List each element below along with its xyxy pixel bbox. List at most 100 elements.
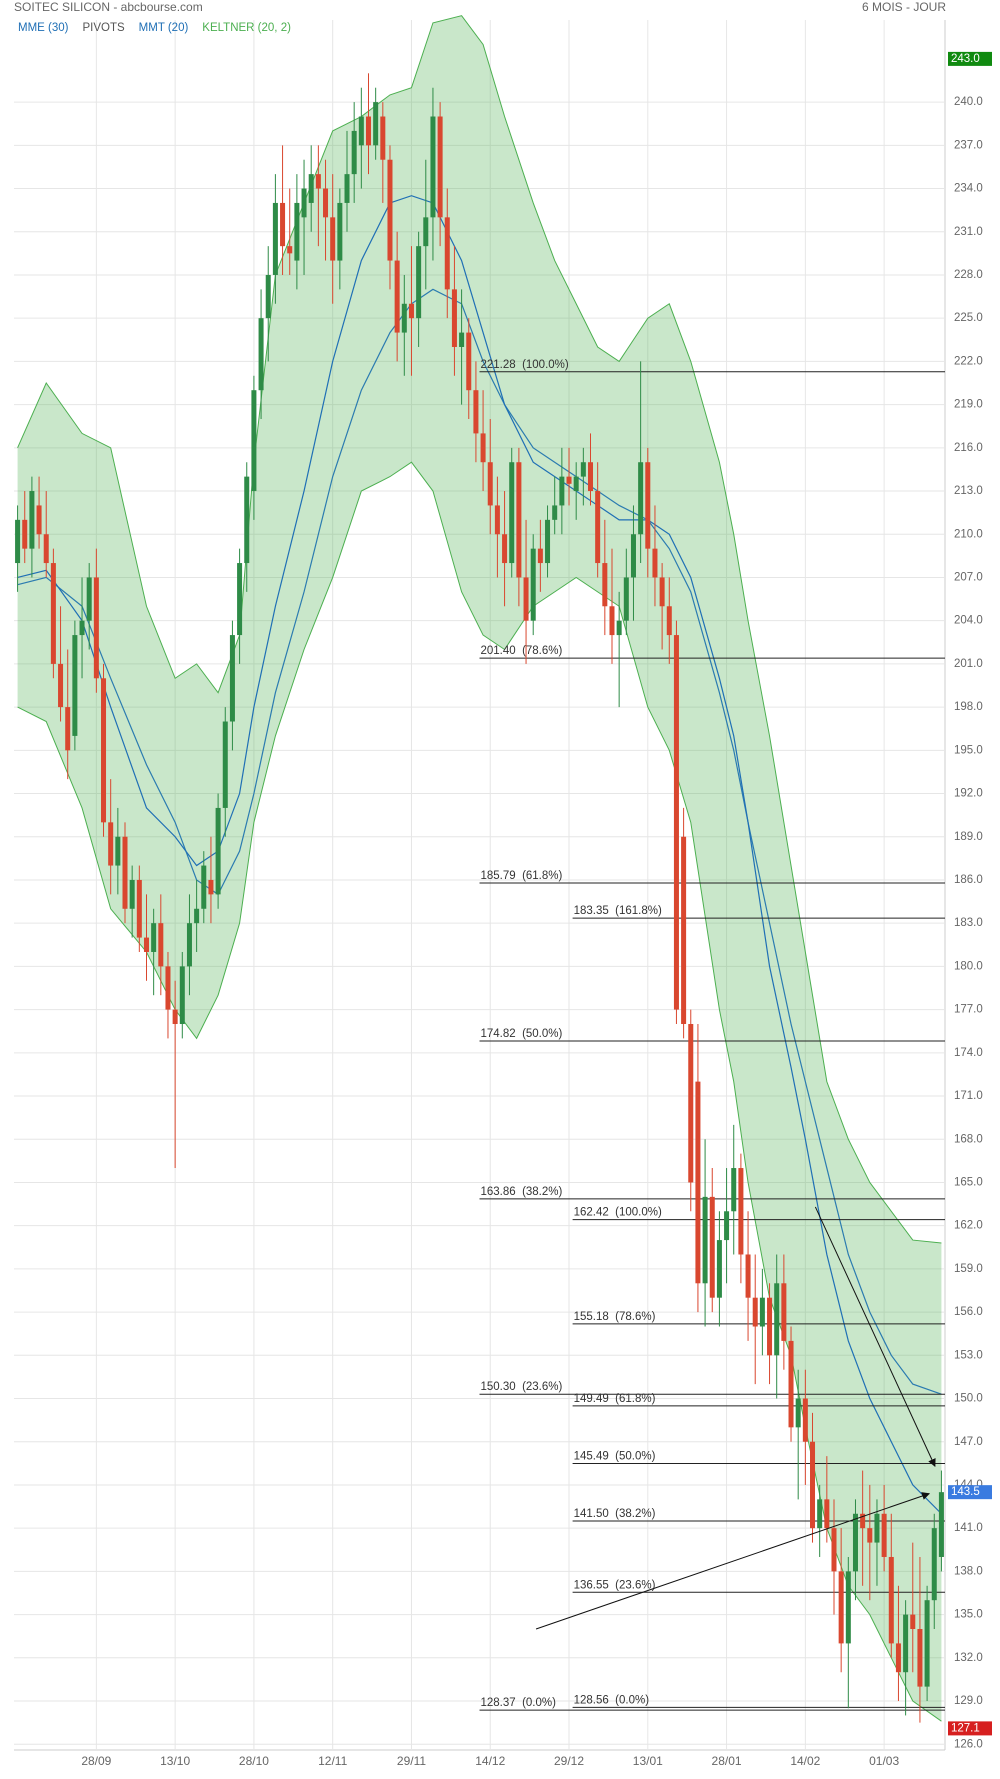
- candle-body: [523, 577, 529, 621]
- candle-body: [702, 1196, 708, 1284]
- candle-body: [552, 505, 558, 520]
- y-tick-label: 201.0: [954, 658, 983, 670]
- candle-body: [280, 202, 286, 247]
- candle-body: [373, 102, 379, 146]
- price-marker: [948, 1485, 992, 1500]
- y-tick-label: 168.0: [954, 1133, 983, 1145]
- candle-body: [745, 1254, 751, 1298]
- candle-body: [810, 1441, 816, 1529]
- candle-body: [537, 548, 543, 564]
- candle-body: [802, 1398, 808, 1442]
- candle-body: [330, 217, 336, 261]
- candle-body: [351, 130, 357, 175]
- candle-body: [337, 202, 343, 261]
- y-tick-label: 219.0: [954, 399, 983, 411]
- candle-body: [380, 116, 386, 160]
- candle-body: [308, 174, 314, 203]
- candle-body: [401, 303, 407, 333]
- fib-label: 174.82 (50.0%): [481, 1028, 563, 1040]
- candle-body: [545, 519, 551, 564]
- candle-body: [315, 174, 321, 189]
- price-marker-label: 243.0: [951, 53, 980, 65]
- y-tick-label: 147.0: [954, 1436, 983, 1448]
- candle-body: [58, 663, 64, 708]
- candle-body: [43, 534, 49, 564]
- candle-body: [709, 1196, 715, 1298]
- candle-body: [136, 879, 142, 938]
- candle-body: [630, 534, 636, 578]
- legend-entry: MME (30): [18, 22, 69, 34]
- candle-body: [502, 534, 508, 564]
- candle-body: [86, 577, 92, 621]
- candle-body: [165, 966, 171, 1010]
- candle-body: [79, 620, 85, 636]
- candle-body: [645, 462, 651, 549]
- y-tick-label: 132.0: [954, 1652, 983, 1664]
- x-tick-label: 28/10: [239, 1754, 269, 1768]
- candle-body: [616, 620, 622, 636]
- y-tick-label: 213.0: [954, 485, 983, 497]
- candle-body: [50, 563, 56, 664]
- candle-body: [781, 1283, 787, 1341]
- y-tick-label: 129.0: [954, 1695, 983, 1707]
- candle-body: [716, 1240, 722, 1298]
- candle-body: [688, 1024, 694, 1183]
- candle-body: [860, 1513, 866, 1529]
- x-tick-label: 13/01: [633, 1754, 663, 1768]
- candle-body: [115, 836, 121, 866]
- y-tick-label: 195.0: [954, 744, 983, 756]
- y-tick-label: 141.0: [954, 1522, 983, 1534]
- candle-body: [566, 476, 572, 484]
- y-tick-label: 222.0: [954, 355, 983, 367]
- candle-body: [852, 1513, 858, 1572]
- candle-body: [609, 606, 615, 636]
- y-tick-label: 156.0: [954, 1306, 983, 1318]
- candle-body: [487, 462, 493, 506]
- candle-body: [659, 577, 665, 607]
- candle-body: [394, 260, 400, 333]
- candle-body: [867, 1528, 873, 1543]
- fib-label: 221.28 (100.0%): [481, 359, 569, 371]
- candle-body: [845, 1571, 851, 1644]
- candle-body: [738, 1168, 744, 1255]
- trendline: [814, 1206, 936, 1467]
- fib-label: 149.49 (61.8%): [574, 1393, 656, 1405]
- candle-body: [122, 836, 128, 909]
- candle-body: [666, 606, 672, 636]
- candle-body: [358, 116, 364, 146]
- candle-body: [143, 937, 149, 952]
- y-tick-label: 192.0: [954, 788, 983, 800]
- candle-body: [917, 1629, 923, 1687]
- candle-body: [430, 116, 436, 218]
- candle-body: [695, 1081, 701, 1284]
- candle-body: [795, 1398, 801, 1428]
- period-label: 6 MOIS - JOUR: [862, 0, 946, 14]
- candle-body: [881, 1513, 887, 1557]
- legend-entry: KELTNER (20, 2): [202, 22, 291, 34]
- candle-body: [903, 1614, 909, 1673]
- candle-body: [272, 202, 278, 275]
- fib-label: 150.30 (23.6%): [481, 1381, 563, 1393]
- y-tick-label: 135.0: [954, 1609, 983, 1621]
- candle-body: [323, 188, 329, 218]
- y-tick-label: 150.0: [954, 1393, 983, 1405]
- candle-body: [72, 635, 78, 736]
- candle-body: [129, 879, 135, 909]
- x-tick-label: 29/11: [397, 1754, 426, 1768]
- y-tick-label: 138.0: [954, 1565, 983, 1577]
- moving-average: [17, 195, 942, 1515]
- candle-body: [444, 217, 450, 290]
- candle-body: [788, 1340, 794, 1428]
- candle-body: [265, 274, 271, 319]
- candle-body: [365, 116, 372, 146]
- y-tick-label: 237.0: [954, 139, 983, 151]
- x-tick-label: 13/10: [160, 1754, 190, 1768]
- candle-body: [466, 332, 472, 391]
- candle-body: [222, 721, 228, 808]
- candle-body: [638, 462, 644, 535]
- candle-body: [895, 1643, 901, 1673]
- candle-body: [652, 548, 658, 578]
- y-tick-label: 153.0: [954, 1349, 983, 1361]
- candle-body: [831, 1528, 837, 1572]
